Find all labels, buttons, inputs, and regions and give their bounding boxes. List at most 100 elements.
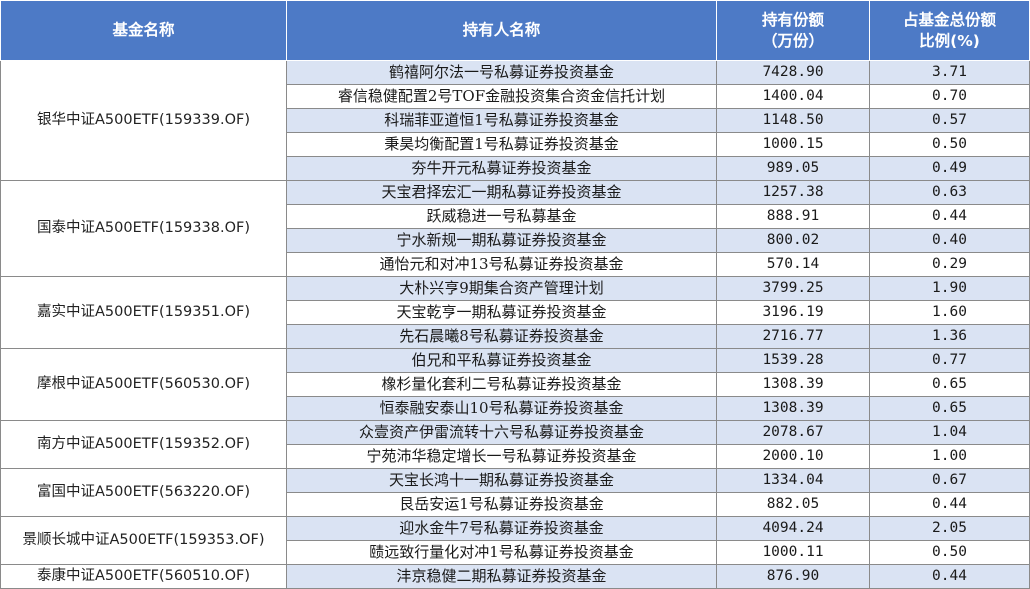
header-shares-line1: 持有份额 bbox=[761, 10, 824, 29]
table-row: 秉昊均衡配置1号私募证券投资基金 1000.15 0.50 bbox=[1, 132, 1030, 157]
header-ratio-line1: 占基金总份额 bbox=[902, 10, 996, 29]
shares-cell: 800.02 bbox=[716, 228, 870, 253]
shares-cell: 1000.15 bbox=[716, 132, 870, 157]
ratio-cell: 0.29 bbox=[869, 252, 1030, 277]
fund-name-cell: 银华中证A500ETF(159339.OF) bbox=[0, 60, 287, 181]
ratio-cell: 3.71 bbox=[869, 60, 1030, 85]
shares-cell: 7428.90 bbox=[716, 60, 870, 85]
holder-name-cell: 秉昊均衡配置1号私募证券投资基金 bbox=[286, 132, 717, 157]
ratio-cell: 0.50 bbox=[869, 540, 1030, 565]
holder-name-cell: 夯牛开元私募证券投资基金 bbox=[286, 156, 717, 181]
table-row: 富国中证A500ETF(563220.OF) 天宝长鸿十一期私募证券投资基金 133… bbox=[0, 468, 1030, 517]
holder-name-cell: 鹤禧阿尔法一号私募证券投资基金 bbox=[286, 60, 717, 85]
ratio-cell: 0.49 bbox=[869, 156, 1030, 181]
holder-name-cell: 大朴兴亨9期集合资产管理计划 bbox=[286, 276, 717, 301]
shares-cell: 3799.25 bbox=[716, 276, 870, 301]
ratio-cell: 0.44 bbox=[869, 204, 1030, 229]
holder-name-cell: 天宝乾亨一期私募证券投资基金 bbox=[286, 300, 717, 325]
ratio-cell: 0.67 bbox=[869, 468, 1030, 493]
fund-name-cell: 南方中证A500ETF(159352.OF) bbox=[0, 420, 287, 469]
ratio-cell: 0.57 bbox=[869, 108, 1030, 133]
ratio-cell: 1.04 bbox=[869, 420, 1030, 445]
shares-cell: 1257.38 bbox=[716, 180, 870, 205]
fund-name-cell: 摩根中证A500ETF(560530.OF) bbox=[0, 348, 287, 421]
fund-name-cell: 富国中证A500ETF(563220.OF) bbox=[0, 468, 287, 517]
shares-cell: 2078.67 bbox=[716, 420, 870, 445]
holder-name-cell: 天宝君择宏汇一期私募证券投资基金 bbox=[286, 180, 717, 205]
table-row: 宁苑沛华稳定增长一号私募证券投资基金 2000.10 1.00 bbox=[1, 444, 1030, 469]
shares-cell: 570.14 bbox=[716, 252, 870, 277]
ratio-cell: 0.40 bbox=[869, 228, 1030, 253]
header-ratio: 占基金总份额 比例(%) bbox=[869, 0, 1030, 61]
table-row: 艮岳安运1号私募证券投资基金 882.05 0.44 bbox=[1, 492, 1030, 517]
shares-cell: 989.05 bbox=[716, 156, 870, 181]
ratio-cell: 0.44 bbox=[869, 492, 1030, 517]
holder-name-cell: 伯兄和平私募证券投资基金 bbox=[286, 348, 717, 373]
holder-name-cell: 艮岳安运1号私募证券投资基金 bbox=[286, 492, 717, 517]
fund-name-cell: 泰康中证A500ETF(560510.OF) bbox=[0, 564, 287, 589]
holder-name-cell: 众壹资产伊雷流转十六号私募证券投资基金 bbox=[286, 420, 717, 445]
holder-name-cell: 先石晨曦8号私募证券投资基金 bbox=[286, 324, 717, 349]
table-row: 嘉实中证A500ETF(159351.OF) 大朴兴亨9期集合资产管理计划 3799… bbox=[0, 276, 1030, 349]
table-row: 天宝乾亨一期私募证券投资基金 3196.19 1.60 bbox=[1, 300, 1030, 325]
holder-name-cell: 跃威稳进一号私募基金 bbox=[286, 204, 717, 229]
shares-cell: 2716.77 bbox=[716, 324, 870, 349]
table-row: 景顺长城中证A500ETF(159353.OF) 迎水金牛7号私募证券投资基金 40… bbox=[0, 516, 1030, 565]
ratio-cell: 2.05 bbox=[869, 516, 1030, 541]
ratio-cell: 1.60 bbox=[869, 300, 1030, 325]
holder-name-cell: 通怡元和对冲13号私募证券投资基金 bbox=[286, 252, 717, 277]
table-row: 银华中证A500ETF(159339.OF) 鹤禧阿尔法一号私募证券投资基金 742… bbox=[0, 60, 1030, 181]
ratio-cell: 0.70 bbox=[869, 84, 1030, 109]
ratio-cell: 0.65 bbox=[869, 396, 1030, 421]
header-shares-line2: （万份） bbox=[761, 31, 824, 50]
header-fund-name: 基金名称 bbox=[0, 0, 287, 61]
holder-name-cell: 赜远致行量化对冲1号私募证券投资基金 bbox=[286, 540, 717, 565]
holder-name-cell: 天宝长鸿十一期私募证券投资基金 bbox=[286, 468, 717, 493]
table-row: 摩根中证A500ETF(560530.OF) 伯兄和平私募证券投资基金 1539.2… bbox=[0, 348, 1030, 421]
holder-name-cell: 宁水新规一期私募证券投资基金 bbox=[286, 228, 717, 253]
shares-cell: 3196.19 bbox=[716, 300, 870, 325]
header-holder-name: 持有人名称 bbox=[286, 0, 717, 61]
table-row: 泰康中证A500ETF(560510.OF) 沣京稳健二期私募证券投资基金 876.… bbox=[0, 564, 1030, 589]
shares-cell: 1308.39 bbox=[716, 372, 870, 397]
holder-name-cell: 橡杉量化套利二号私募证券投资基金 bbox=[286, 372, 717, 397]
holder-name-cell: 科瑞菲亚道恒1号私募证券投资基金 bbox=[286, 108, 717, 133]
table-row: 恒泰融安泰山10号私募证券投资基金 1308.39 0.65 bbox=[1, 396, 1030, 421]
shares-cell: 1400.04 bbox=[716, 84, 870, 109]
ratio-cell: 0.50 bbox=[869, 132, 1030, 157]
header-row: 基金名称 持有人名称 持有份额 （万份） 占基金总份额 比例(%) bbox=[0, 0, 1030, 61]
ratio-cell: 1.90 bbox=[869, 276, 1030, 301]
table-row: 宁水新规一期私募证券投资基金 800.02 0.40 bbox=[1, 228, 1030, 253]
table-body: 银华中证A500ETF(159339.OF) 鹤禧阿尔法一号私募证券投资基金 742… bbox=[0, 60, 1030, 589]
shares-cell: 876.90 bbox=[716, 564, 870, 589]
fund-name-cell: 嘉实中证A500ETF(159351.OF) bbox=[0, 276, 287, 349]
ratio-cell: 1.00 bbox=[869, 444, 1030, 469]
table-row: 睿信稳健配置2号TOF金融投资集合资金信托计划 1400.04 0.70 bbox=[1, 84, 1030, 109]
table-row: 跃威稳进一号私募基金 888.91 0.44 bbox=[1, 204, 1030, 229]
fund-name-cell: 景顺长城中证A500ETF(159353.OF) bbox=[0, 516, 287, 565]
fund-name-cell: 国泰中证A500ETF(159338.OF) bbox=[0, 180, 287, 277]
holder-name-cell: 恒泰融安泰山10号私募证券投资基金 bbox=[286, 396, 717, 421]
shares-cell: 4094.24 bbox=[716, 516, 870, 541]
shares-cell: 1539.28 bbox=[716, 348, 870, 373]
shares-cell: 1148.50 bbox=[716, 108, 870, 133]
table-row: 南方中证A500ETF(159352.OF) 众壹资产伊雷流转十六号私募证券投资基… bbox=[0, 420, 1030, 469]
ratio-cell: 1.36 bbox=[869, 324, 1030, 349]
shares-cell: 2000.10 bbox=[716, 444, 870, 469]
shares-cell: 1000.11 bbox=[716, 540, 870, 565]
ratio-cell: 0.63 bbox=[869, 180, 1030, 205]
table-row: 夯牛开元私募证券投资基金 989.05 0.49 bbox=[1, 156, 1030, 181]
ratio-cell: 0.44 bbox=[869, 564, 1030, 589]
table-row: 国泰中证A500ETF(159338.OF) 天宝君择宏汇一期私募证券投资基金 12… bbox=[0, 180, 1030, 277]
header-ratio-line2: 比例(%) bbox=[919, 31, 980, 50]
shares-cell: 1334.04 bbox=[716, 468, 870, 493]
shares-cell: 1308.39 bbox=[716, 396, 870, 421]
header-shares: 持有份额 （万份） bbox=[716, 0, 870, 61]
shares-cell: 882.05 bbox=[716, 492, 870, 517]
ratio-cell: 0.65 bbox=[869, 372, 1030, 397]
holder-name-cell: 迎水金牛7号私募证券投资基金 bbox=[286, 516, 717, 541]
table-row: 先石晨曦8号私募证券投资基金 2716.77 1.36 bbox=[1, 324, 1030, 349]
holder-name-cell: 沣京稳健二期私募证券投资基金 bbox=[286, 564, 717, 589]
holder-name-cell: 宁苑沛华稳定增长一号私募证券投资基金 bbox=[286, 444, 717, 469]
